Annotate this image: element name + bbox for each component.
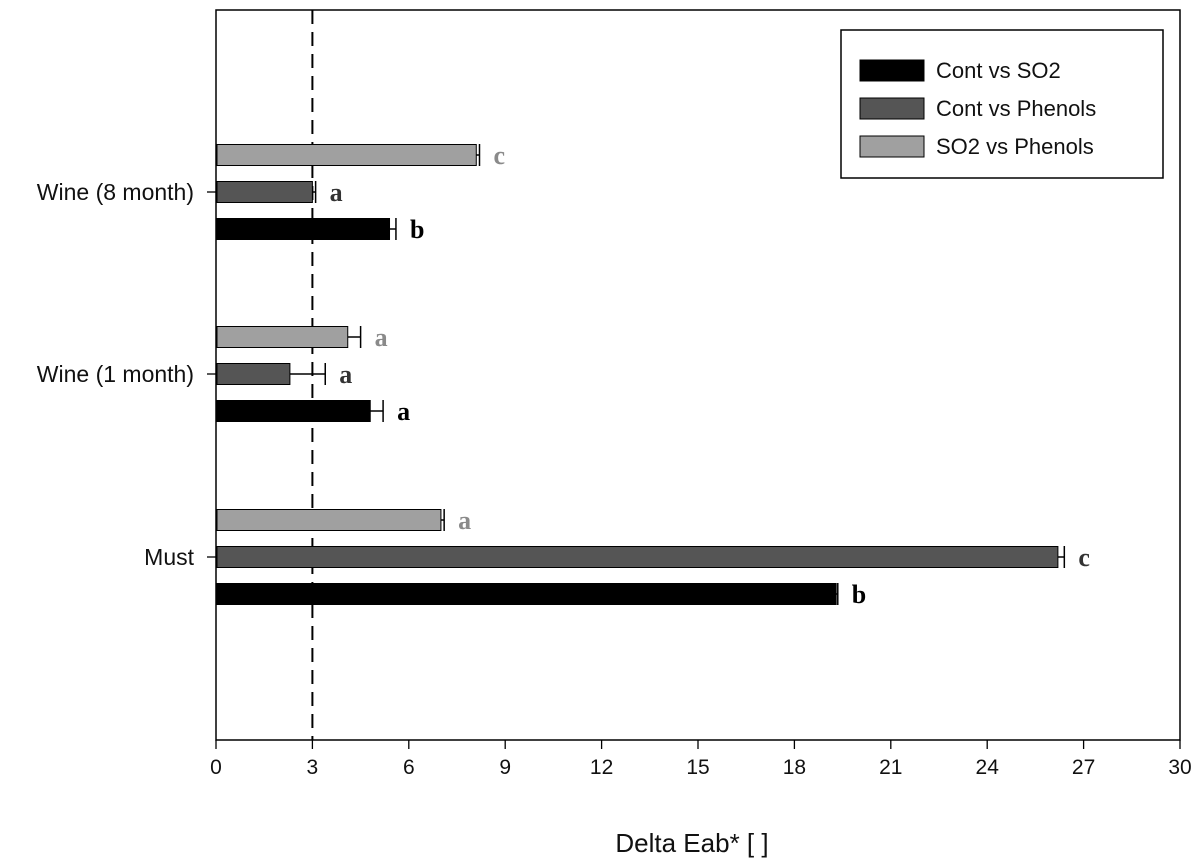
- bar: [216, 509, 442, 531]
- bar: [216, 400, 371, 422]
- legend-label: Cont vs SO2: [936, 58, 1061, 83]
- x-tick-label: 21: [879, 756, 902, 779]
- bar: [216, 144, 477, 166]
- x-axis-title: Delta Eab* [ ]: [615, 828, 768, 858]
- significance-letter: c: [493, 141, 505, 170]
- x-tick-label: 0: [210, 756, 222, 779]
- bar: [216, 326, 349, 348]
- significance-letter: b: [852, 580, 866, 609]
- legend: Cont vs SO2 Cont vs Phenols SO2 vs Phenols: [840, 29, 1164, 179]
- significance-letter: b: [410, 215, 424, 244]
- x-tick-label: 3: [307, 756, 319, 779]
- x-tick-label: 12: [590, 756, 613, 779]
- significance-letter: c: [1078, 543, 1090, 572]
- significance-letter: a: [330, 178, 343, 207]
- legend-swatch: [859, 135, 925, 158]
- significance-letter: a: [458, 506, 471, 535]
- bar: [216, 583, 837, 605]
- x-tick-label: 15: [686, 756, 709, 779]
- x-tick-label: 9: [499, 756, 511, 779]
- x-tick-label: 27: [1072, 756, 1095, 779]
- legend-label: SO2 vs Phenols: [936, 134, 1094, 159]
- category-label: Wine (8 month): [37, 179, 194, 205]
- legend-swatch: [859, 59, 925, 82]
- category-label: Must: [144, 544, 194, 570]
- bar: [216, 218, 391, 240]
- x-tick-label: 30: [1168, 756, 1191, 779]
- x-tick-label: 6: [403, 756, 415, 779]
- category-label: Wine (1 month): [37, 361, 194, 387]
- legend-label: Cont vs Phenols: [936, 96, 1096, 121]
- significance-letter: a: [339, 360, 352, 389]
- x-tick-label: 24: [976, 756, 1000, 779]
- bar: [216, 363, 291, 385]
- bar: [216, 546, 1059, 568]
- bar: [216, 181, 313, 203]
- significance-letter: a: [375, 323, 388, 352]
- x-tick-label: 18: [783, 756, 806, 779]
- legend-swatch: [859, 97, 925, 120]
- significance-letter: a: [397, 397, 410, 426]
